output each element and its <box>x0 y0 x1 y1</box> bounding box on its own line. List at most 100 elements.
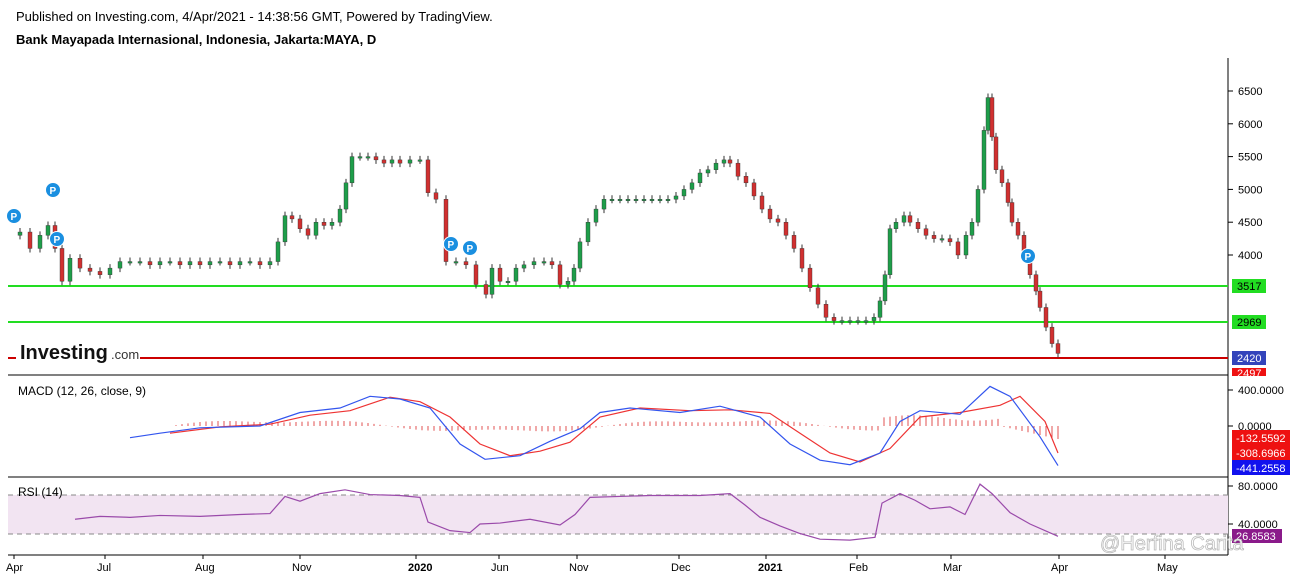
candle-body <box>923 228 929 236</box>
x-tick-label: Mar <box>943 562 962 574</box>
price-tick-label: 6000 <box>1238 119 1262 131</box>
p-marker-icon[interactable]: P <box>1020 248 1036 264</box>
candle-body <box>541 261 547 264</box>
candle-body <box>463 261 469 266</box>
macd-value-label: -132.5592 <box>1236 433 1286 445</box>
candle-body <box>985 97 991 131</box>
candle-body <box>407 159 413 164</box>
candle-body <box>513 267 519 282</box>
candle-body <box>521 264 527 269</box>
p-marker-icon[interactable]: P <box>49 231 65 247</box>
candle-body <box>617 199 623 201</box>
p-markers[interactable]: P P P P P P <box>6 182 1036 264</box>
candle-body <box>67 258 73 282</box>
candle-body <box>117 261 123 269</box>
candle-body <box>999 169 1005 184</box>
p-marker-label: P <box>54 235 61 246</box>
candle-body <box>257 261 263 266</box>
candle-body <box>425 159 431 193</box>
candle-body <box>743 176 749 184</box>
candle-body <box>727 159 733 164</box>
level-tag <box>1232 351 1266 365</box>
candle-body <box>289 215 295 220</box>
candle-body <box>167 261 173 264</box>
candle-body <box>77 258 83 269</box>
price-tick-label: 5000 <box>1238 184 1262 196</box>
rsi-line <box>74 483 1059 541</box>
candle-body <box>989 97 995 138</box>
x-tick-label: Apr <box>1051 562 1068 574</box>
candle-body <box>625 199 631 201</box>
macd-value-tag <box>1232 460 1290 475</box>
candle-body <box>939 238 945 241</box>
candle-body <box>147 261 153 266</box>
candle-body <box>549 261 555 266</box>
candle-body <box>187 261 193 266</box>
candle-body <box>337 208 343 223</box>
investing-logo: Investing .com <box>16 341 140 364</box>
candle-body <box>282 215 288 243</box>
candle-body <box>207 261 213 266</box>
candle-body <box>839 320 845 323</box>
candle-body <box>641 199 647 201</box>
current-price-tag <box>1232 368 1266 376</box>
candle-body <box>975 189 981 223</box>
candle-body <box>443 199 449 262</box>
candle-body <box>349 156 355 184</box>
candle-body <box>673 195 679 200</box>
candle-body <box>313 221 319 236</box>
time-x-axis: Apr Jul Aug Nov 2020 Jun Nov Dec 2021 Feb Mar Apr Ma… <box>6 555 1178 574</box>
candle-body <box>1055 343 1061 354</box>
support-levels <box>8 285 1228 359</box>
candle-body <box>483 284 489 295</box>
candle-body <box>531 261 537 266</box>
macd-value-label: -308.6966 <box>1236 448 1286 460</box>
p-marker-icon[interactable]: P <box>6 208 22 224</box>
candle-body <box>197 261 203 266</box>
candlesticks <box>17 93 1061 358</box>
candle-body <box>107 267 113 275</box>
candle-body <box>489 267 495 295</box>
candle-body <box>565 281 571 285</box>
candle-body <box>882 274 888 302</box>
macd-line <box>129 385 1059 466</box>
x-tick-label: Feb <box>849 562 868 574</box>
candle-body <box>357 156 363 159</box>
level-tag <box>1232 279 1266 293</box>
rsi-tick-label: 40.0000 <box>1238 519 1278 531</box>
candle-body <box>593 208 599 223</box>
level-tag-label: 2969 <box>1237 317 1261 329</box>
candle-body <box>1005 182 1011 203</box>
candle-body <box>97 271 103 275</box>
price-tick-label: 5500 <box>1238 152 1262 164</box>
candle-body <box>373 156 379 161</box>
candle-body <box>157 261 163 266</box>
rsi-label: RSI (14) <box>18 485 63 499</box>
candle-body <box>751 182 757 197</box>
candle-body <box>37 235 43 249</box>
candle-body <box>227 261 233 266</box>
macd-value-tag <box>1232 430 1290 445</box>
rsi-indicator: 80.0000 40.0000 <box>74 481 1278 541</box>
candle-body <box>871 317 877 321</box>
chart-title: Bank Mayapada Internasional, Indonesia, … <box>16 32 377 47</box>
candle-body <box>381 159 387 164</box>
price-tick-label: 4500 <box>1238 217 1262 229</box>
candle-body <box>343 182 349 210</box>
candle-body <box>1009 202 1015 223</box>
candle-body <box>297 218 303 229</box>
level-tag-label: 2420 <box>1237 353 1261 365</box>
p-marker-icon[interactable]: P <box>45 182 61 198</box>
candle-body <box>901 215 907 223</box>
candle-body <box>27 231 33 249</box>
candle-body <box>1037 290 1043 308</box>
x-tick-label: Jun <box>491 562 509 574</box>
p-marker-icon[interactable]: P <box>462 240 478 256</box>
candle-body <box>893 221 899 229</box>
x-tick-label: May <box>1157 562 1178 574</box>
candle-body <box>791 235 797 249</box>
p-marker-icon[interactable]: P <box>443 236 459 252</box>
candle-body <box>237 261 243 266</box>
candle-body <box>947 238 953 243</box>
